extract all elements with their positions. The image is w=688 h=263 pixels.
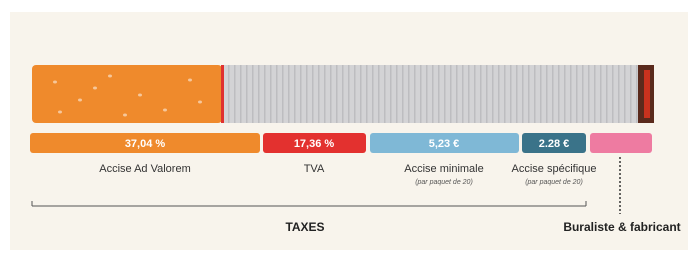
segment-label: TVA: [304, 163, 325, 175]
segment-label: Accise minimale: [404, 163, 483, 175]
segment-value: 5,23 €: [429, 138, 460, 150]
segment-label: Accise spécifique: [512, 163, 597, 175]
segment-value: 2.28 €: [539, 138, 570, 150]
segment-bar: [590, 133, 652, 153]
ember: [644, 70, 650, 118]
cigarette: [32, 65, 654, 123]
group-label: Buraliste & fabricant: [563, 220, 680, 234]
infographic: 37,04 % 17,36 % 5,23 € 2.28 € Accise Ad …: [0, 0, 688, 258]
group-label: TAXES: [285, 220, 324, 234]
panel: [10, 12, 688, 250]
segment-value: 37,04 %: [125, 138, 166, 150]
segment-label: Accise Ad Valorem: [99, 163, 191, 175]
segment-value: 17,36 %: [294, 138, 335, 150]
segment-note: (par paquet de 20): [415, 179, 473, 186]
paper: [224, 65, 640, 123]
filter: [32, 65, 222, 123]
filter-ring: [221, 65, 224, 123]
segment-note: (par paquet de 20): [525, 179, 583, 186]
